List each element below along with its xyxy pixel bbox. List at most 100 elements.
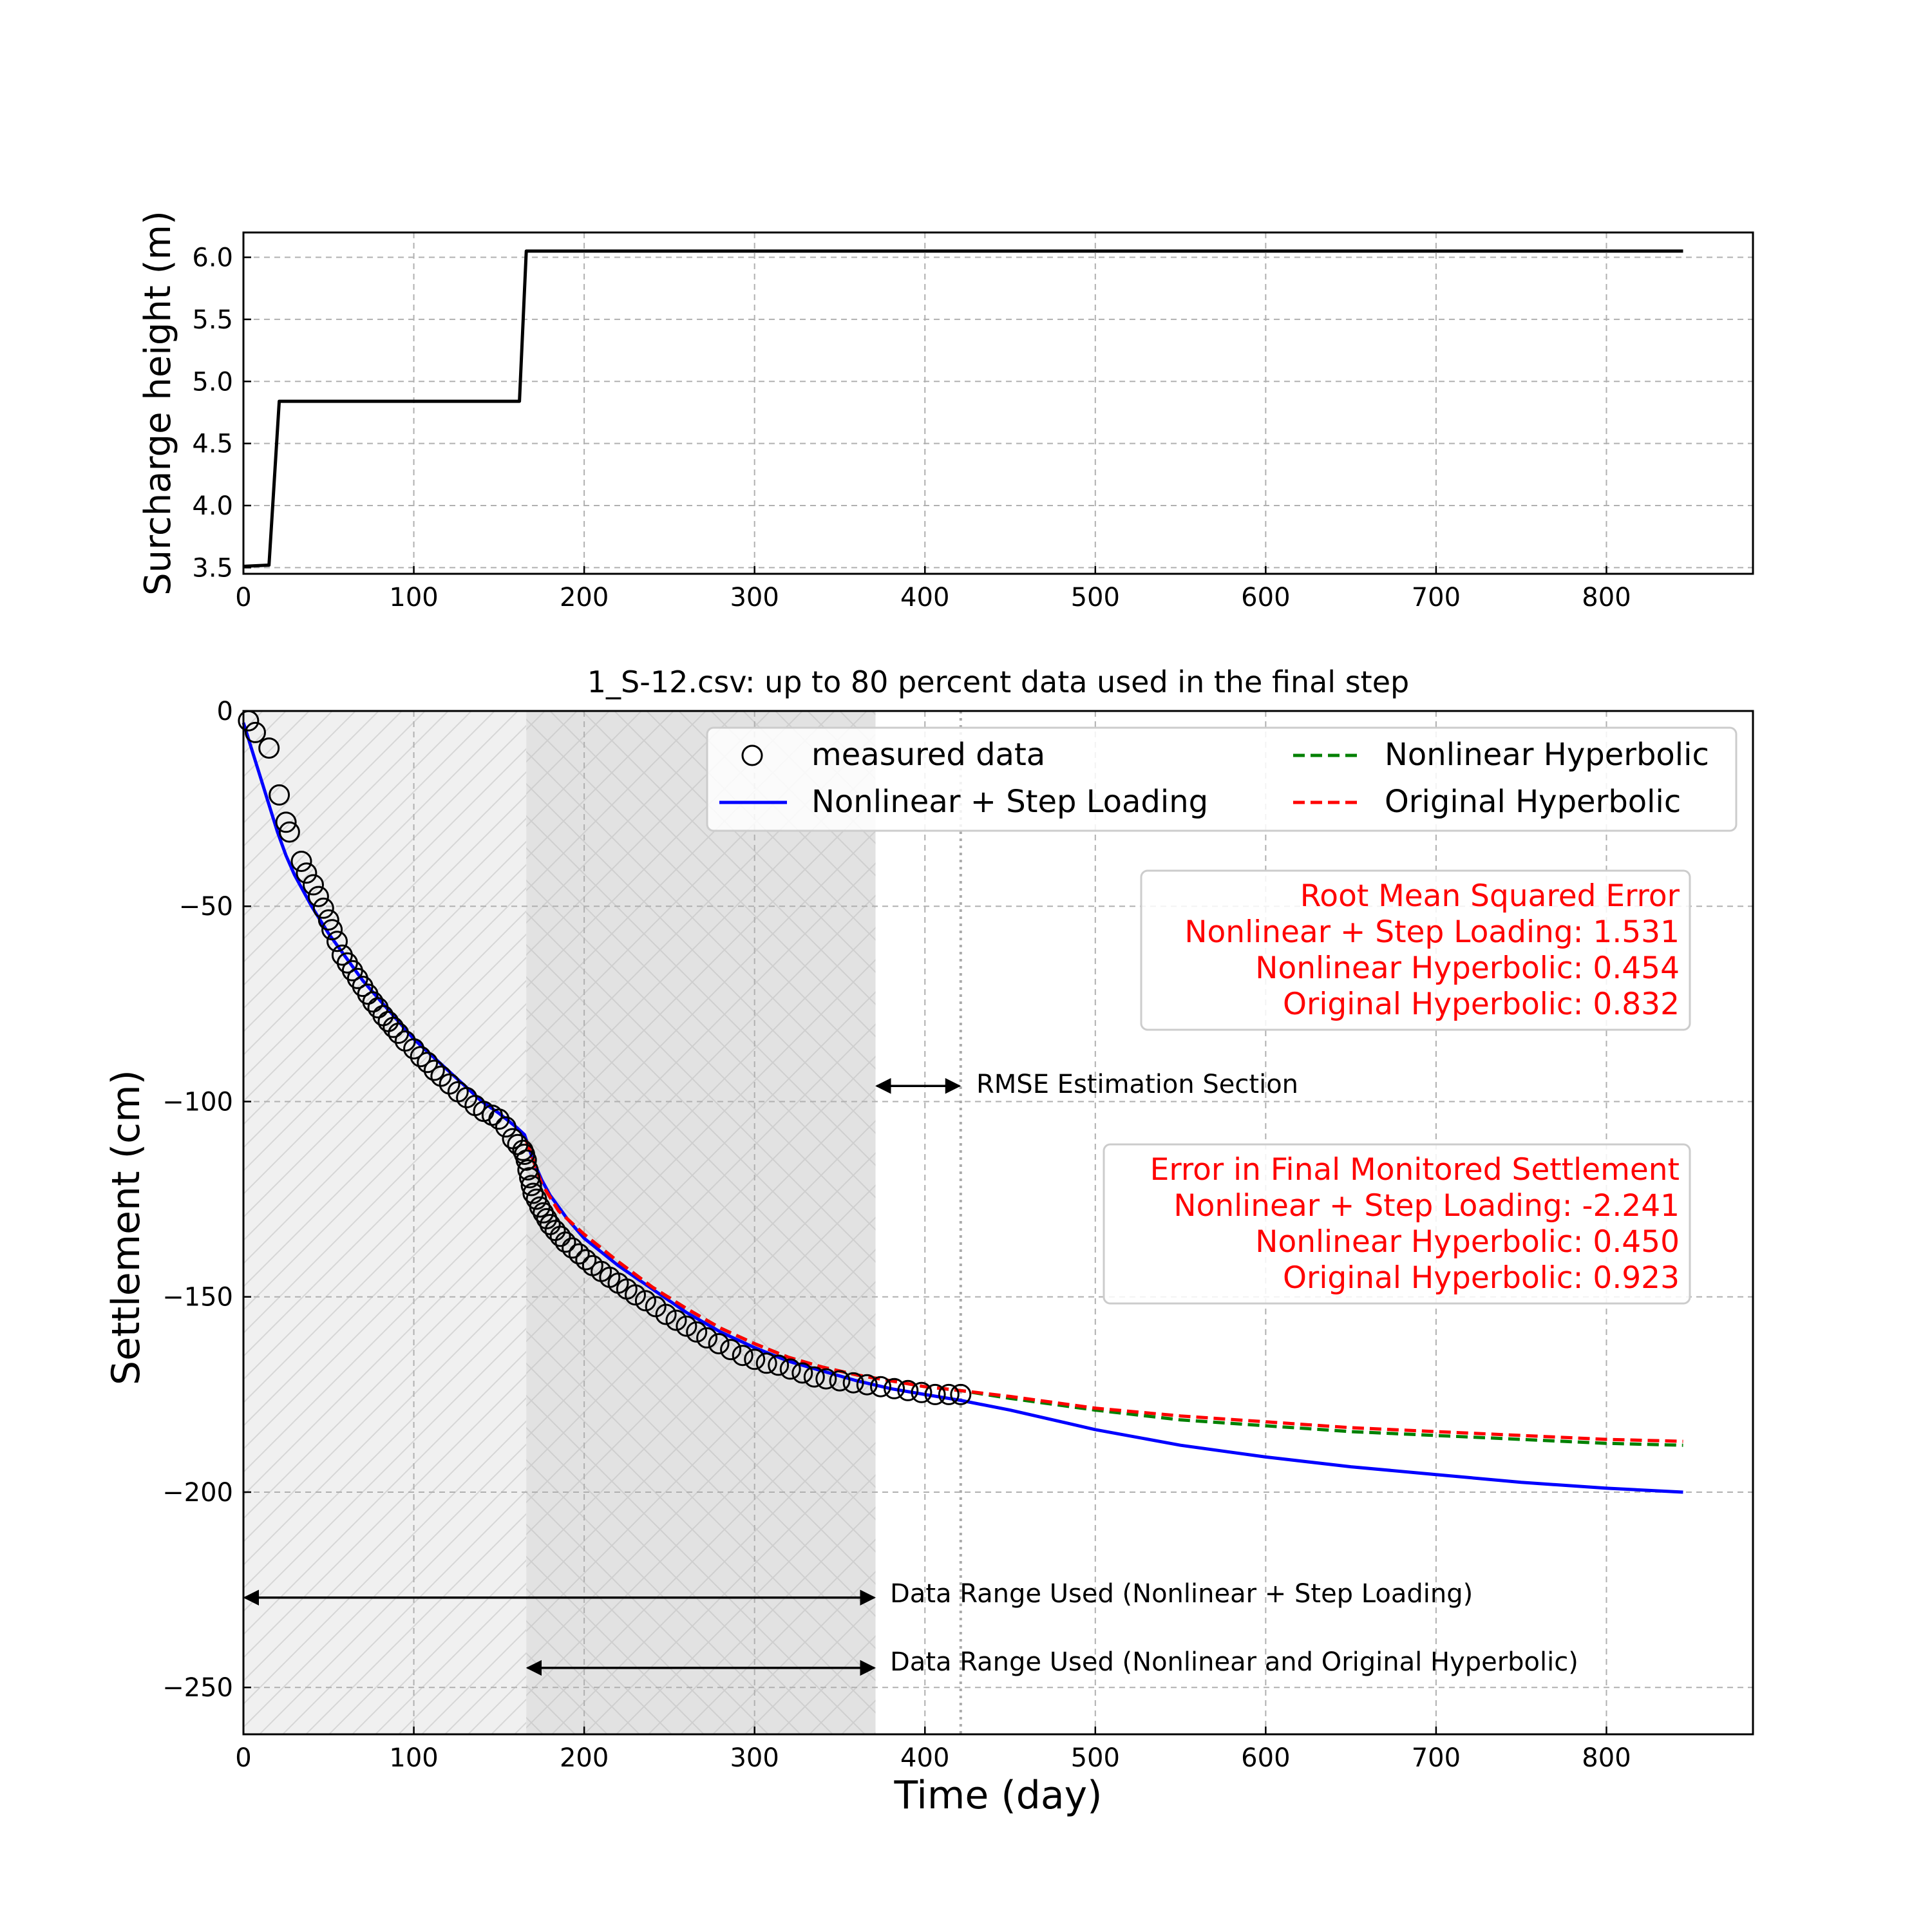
legend-label-measured: measured data — [811, 737, 1045, 773]
top-x-tick-label: 500 — [1071, 583, 1120, 612]
measured-point — [779, 1358, 801, 1380]
measured-point — [554, 1231, 576, 1253]
top-lines — [243, 249, 1683, 568]
rmse-title: Root Mean Squared Error — [1300, 878, 1680, 914]
top-y-tick-label: 4.5 — [192, 430, 233, 459]
rmse-original-hyperbolic: Original Hyperbolic: 0.832 — [1283, 987, 1680, 1022]
measured-point — [410, 1046, 431, 1068]
measured-point — [430, 1065, 452, 1087]
bottom-x-tick-label: 400 — [900, 1743, 949, 1773]
top-y-tick-label: 4.0 — [192, 491, 233, 521]
measured-point — [522, 1182, 544, 1204]
top-y-tick-label: 6.0 — [192, 243, 233, 273]
bottom-x-tick-label: 600 — [1241, 1743, 1290, 1773]
bottom-x-tick-label: 500 — [1071, 1743, 1120, 1773]
measured-point — [755, 1352, 777, 1374]
measured-point — [924, 1383, 946, 1405]
measured-point — [423, 1059, 445, 1081]
measured-point — [884, 1378, 905, 1399]
rmse-nonlinear-hyperbolic: Nonlinear Hyperbolic: 0.454 — [1255, 951, 1680, 986]
top-axes-frame — [242, 231, 1754, 575]
measured-point — [275, 811, 297, 833]
legend-marker-measured — [741, 744, 763, 766]
bottom-y-tick-label: −250 — [162, 1673, 233, 1703]
top-x-tick-label: 200 — [560, 583, 609, 612]
measured-point — [245, 721, 266, 743]
measured-point — [456, 1086, 478, 1108]
measured-point — [388, 1022, 410, 1044]
measured-point — [911, 1381, 933, 1403]
error-nonlinear-hyperbolic: Nonlinear Hyperbolic: 0.450 — [1255, 1224, 1680, 1260]
measured-point — [829, 1370, 851, 1392]
top-x-tick-label: 0 — [235, 583, 251, 612]
measured-point — [625, 1284, 646, 1306]
series-line-nonlinear-step-loading — [242, 722, 1683, 1494]
top-x-ticks: 0 100 200 300 400 500 600 700 800 — [235, 566, 1631, 612]
measured-point — [278, 821, 300, 843]
measured-point — [312, 897, 334, 919]
x-axis-label: Time (day) — [893, 1773, 1102, 1818]
top-x-tick-label: 600 — [1241, 583, 1290, 612]
measured-point — [495, 1116, 516, 1138]
measured-point — [634, 1290, 656, 1312]
bottom-y-tick-label: −50 — [179, 892, 233, 922]
top-y-tick-label: 3.5 — [192, 553, 233, 583]
measured-point — [296, 862, 317, 884]
top-x-tick-label: 100 — [389, 583, 438, 612]
measured-point — [383, 1016, 404, 1038]
error-title: Error in Final Monitored Settlement — [1150, 1152, 1680, 1188]
measured-point — [938, 1383, 960, 1405]
measured-point — [856, 1374, 878, 1396]
measured-point — [533, 1202, 554, 1224]
measured-point — [321, 919, 343, 941]
settlement-panel: 0 100 200 300 400 500 600 700 800 0 −50 −100 −150 −2… — [104, 665, 1754, 1818]
top-x-tick-label: 700 — [1412, 583, 1461, 612]
range-step-label: Data Range Used (Nonlinear + Step Loadin… — [890, 1579, 1473, 1609]
y-axis-label: Settlement (cm) — [104, 1070, 149, 1385]
bottom-x-ticks: 0 100 200 300 400 500 600 700 800 — [235, 1727, 1631, 1773]
measured-point — [417, 1052, 439, 1074]
measured-point — [870, 1376, 891, 1397]
legend-label-nonlinear-hyperbolic: Nonlinear Hyperbolic — [1385, 737, 1709, 773]
measured-point — [439, 1073, 460, 1095]
range-arrows — [243, 1077, 961, 1676]
measured-point — [269, 784, 290, 806]
error-original-hyperbolic: Original Hyperbolic: 0.923 — [1283, 1260, 1680, 1296]
measured-point — [562, 1237, 583, 1259]
rmse-section-label: RMSE Estimation Section — [976, 1070, 1298, 1099]
measured-point — [676, 1315, 697, 1337]
measured-point — [568, 1243, 590, 1265]
legend: measured data Nonlinear + Step Loading N… — [706, 726, 1738, 832]
measured-point — [549, 1226, 571, 1247]
bottom-y-tick-label: −200 — [162, 1478, 233, 1508]
measured-point — [768, 1354, 790, 1376]
measured-point — [327, 931, 348, 952]
error-nonlinear-step: Nonlinear + Step Loading: -2.241 — [1173, 1188, 1680, 1224]
surcharge-line — [243, 249, 1683, 568]
bottom-y-tick-label: −150 — [162, 1283, 233, 1312]
measured-data-points — [238, 710, 972, 1405]
bottom-y-tick-label: 0 — [217, 697, 233, 726]
legend-label-nonlinear-step: Nonlinear + Step Loading — [811, 784, 1208, 820]
measured-point — [732, 1345, 753, 1367]
range-hyper-label: Data Range Used (Nonlinear and Original … — [890, 1647, 1578, 1677]
legend-label-original-hyperbolic: Original Hyperbolic — [1385, 784, 1681, 820]
measured-point — [815, 1368, 837, 1390]
measured-point — [897, 1379, 919, 1401]
measured-point — [575, 1249, 597, 1271]
measured-point — [950, 1383, 972, 1405]
measured-point — [515, 1150, 537, 1171]
error-box-frame — [1103, 1143, 1691, 1305]
measured-point — [362, 991, 384, 1013]
measured-point — [655, 1303, 677, 1325]
error-annotation-box: Error in Final Monitored Settlement Nonl… — [1103, 1143, 1691, 1305]
bottom-y-ticks: 0 −50 −100 −150 −200 −250 — [162, 697, 251, 1703]
bottom-y-tick-label: −100 — [162, 1087, 233, 1117]
top-x-tick-label: 300 — [730, 583, 779, 612]
shaded-region-hatch-1 — [243, 711, 527, 1734]
rmse-box-frame — [1140, 869, 1691, 1031]
rmse-nonlinear-step: Nonlinear + Step Loading: 1.531 — [1184, 914, 1680, 950]
top-x-tick-label: 400 — [900, 583, 949, 612]
measured-point — [517, 1159, 539, 1181]
